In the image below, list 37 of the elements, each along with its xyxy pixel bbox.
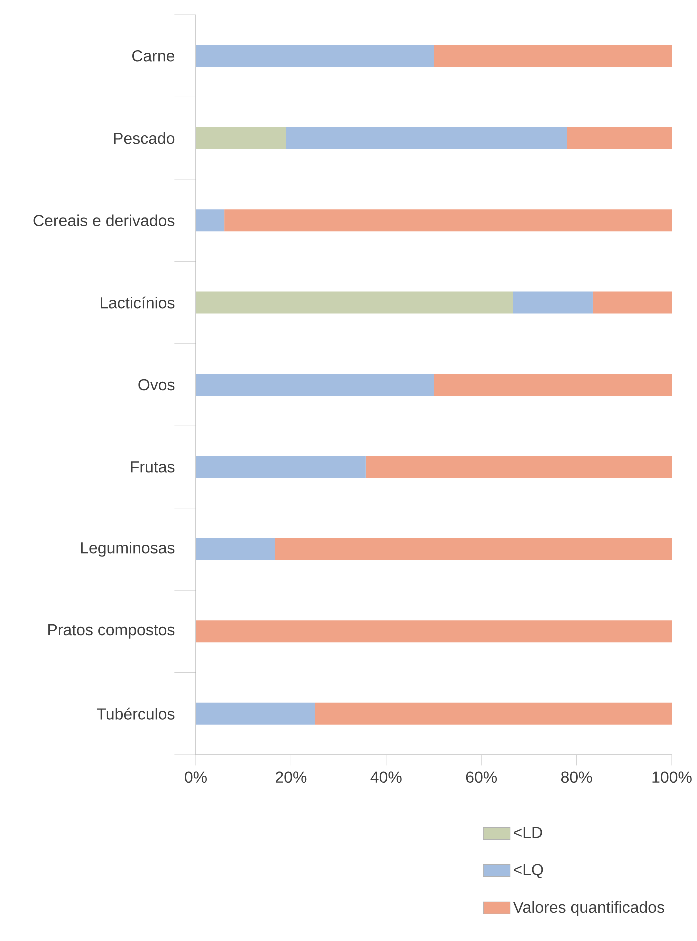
bar — [196, 292, 514, 314]
y-tick-label: Cereais e derivados — [34, 214, 175, 226]
bar — [196, 374, 434, 396]
bar — [434, 45, 672, 68]
bar — [196, 620, 672, 643]
x-tick-label: 100% — [652, 772, 692, 784]
x-tick-label: 40% — [370, 772, 402, 784]
bar — [567, 127, 672, 150]
y-tick-label: Pratos compostos — [48, 624, 175, 639]
bar — [196, 456, 366, 478]
bar — [224, 210, 672, 232]
y-tick-label: Frutas — [131, 462, 175, 473]
x-tick-label: 20% — [276, 772, 307, 784]
bar — [275, 538, 672, 560]
bar — [196, 127, 286, 150]
bar — [592, 292, 672, 314]
y-tick-label: Carne — [132, 50, 175, 62]
bar — [315, 702, 672, 725]
legend-label: <LQ — [514, 864, 544, 878]
bar — [196, 45, 434, 68]
bar — [434, 374, 672, 396]
bar — [196, 702, 315, 725]
legend-label: <LD — [514, 827, 542, 838]
y-tick-label: Tubérculos — [97, 708, 175, 720]
y-tick-label: Leguminosas — [81, 542, 175, 557]
y-tick-label: Lacticínios — [101, 296, 175, 309]
bar — [513, 292, 593, 314]
x-tick-label: 60% — [466, 772, 498, 784]
y-tick-label: Ovos — [138, 379, 175, 391]
legend-label: Valores quantificados — [513, 901, 664, 916]
x-tick-label: 80% — [561, 772, 592, 784]
bar — [366, 456, 672, 478]
bar — [196, 210, 225, 232]
y-tick-label: Pescado — [114, 132, 175, 144]
x-tick-label: 0% — [185, 772, 207, 784]
bar — [286, 127, 568, 150]
bar — [196, 538, 276, 560]
